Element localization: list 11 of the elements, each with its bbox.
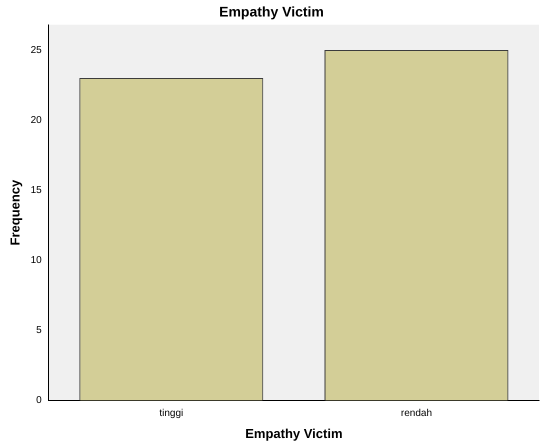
x-tick-label: rendah — [400, 408, 432, 420]
x-axis-title: Empathy Victim — [245, 426, 343, 441]
y-tick-label: 20 — [30, 114, 42, 126]
y-tick-label: 5 — [36, 325, 42, 336]
x-tick-label: tinggi — [159, 408, 184, 420]
y-tick-label: 15 — [30, 184, 42, 196]
y-tick-label: 25 — [30, 44, 42, 56]
chart-title: Empathy Victim — [219, 3, 324, 20]
y-tick-label: 0 — [36, 395, 42, 406]
y-tick-label: 10 — [30, 255, 42, 266]
y-axis-title: Frequency — [7, 178, 22, 246]
